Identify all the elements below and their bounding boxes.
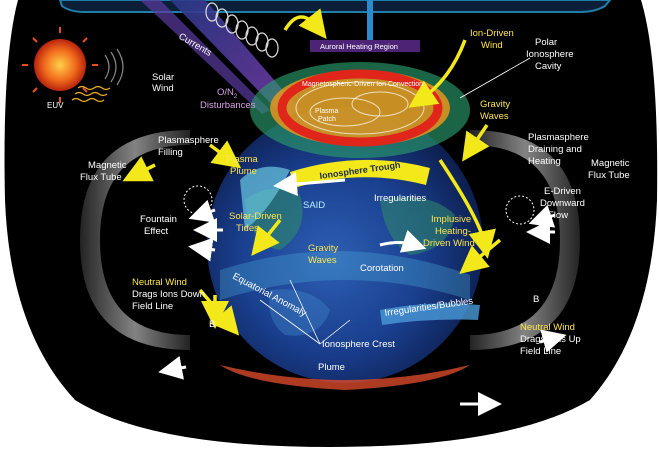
magnetic-flux-tube-right [470, 130, 580, 350]
label-plasma-patch-2: Patch [318, 116, 336, 123]
label-o-n2-1: O/N2 [217, 87, 238, 100]
sun-icon [22, 27, 98, 103]
label-plume: Plume [318, 362, 345, 373]
label-ion-driven-wind-1: Ion-Driven [470, 28, 514, 39]
label-b-left: B [209, 319, 215, 330]
flux-dotted-circles [183, 185, 535, 225]
top-blue-beam [367, 0, 373, 40]
solar-wind-arcs [104, 48, 124, 86]
auroral-heating-banner [310, 40, 420, 52]
label-plasma-patch-1: Plasma [315, 108, 338, 115]
label-solar-wind-1: Solar [152, 72, 174, 83]
label-solar-driven-tides-1: Solar-Driven [229, 211, 282, 222]
label-plasma-plume-2: Plume [230, 166, 257, 177]
label-magnetic-flux-left-2: Flux Tube [80, 172, 122, 183]
label-plasma-plume-1: Plasma [226, 154, 258, 165]
label-gravity-waves-top-2: Waves [480, 111, 509, 122]
label-neutral-wind-right-1: Neutral Wind [520, 322, 575, 333]
label-magnetic-flux-left-1: Magnetic [88, 160, 127, 171]
ionosphere-trough-band [290, 159, 430, 188]
label-euv: EUV [47, 101, 64, 110]
label-corotation: Corotation [360, 263, 404, 274]
label-polar-cavity-1: Polar [535, 37, 557, 48]
spring-coil-icon [205, 2, 279, 58]
leader-lines [259, 57, 531, 345]
label-ion-driven-wind-2: Wind [481, 40, 503, 51]
label-plasmasphere-draining-3: Heating [528, 156, 561, 167]
label-plasmasphere-filling-2: Filling [158, 147, 183, 158]
label-neutral-wind-left-2: Drags Ions Down [132, 289, 205, 300]
label-irregularities: Irregularities [374, 193, 427, 204]
label-said: SAID [303, 200, 325, 211]
yellow-arrows [122, 8, 502, 336]
currents-beam-2 [140, 0, 270, 114]
label-gravity-waves-mid-2: Waves [308, 255, 337, 266]
label-solar-driven-tides-2: Tides [236, 223, 259, 234]
label-implusive-1: Implusive [431, 214, 471, 225]
label-fountain-2: Effect [144, 226, 168, 237]
label-neutral-wind-left-3: Field Line [132, 301, 173, 312]
label-e-driven-2: Downward [540, 198, 585, 209]
label-solar-wind-2: Wind [152, 83, 174, 94]
label-ionosphere-crest: Ionosphere Crest [322, 339, 395, 350]
euv-waves [71, 85, 111, 103]
label-e-driven-3: Flow [548, 210, 568, 221]
label-fountain-1: Fountain [140, 214, 177, 225]
label-o-n2-2: Disturbances [200, 100, 256, 111]
label-magnetic-flux-right-1: Magnetic [591, 158, 630, 169]
label-b-right: B [533, 294, 539, 305]
irregularities-bubbles-band [380, 303, 480, 325]
magnetic-flux-tube-left [80, 130, 190, 350]
label-implusive-3: Driven Wind [423, 238, 475, 249]
label-mag-driven-ion: Magnetospheric-Driven Ion Convection [302, 81, 423, 88]
label-gravity-waves-mid-1: Gravity [308, 243, 338, 254]
auroral-ring [277, 69, 443, 147]
label-plasmasphere-filling-1: Plasmasphere [158, 135, 219, 146]
label-magnetic-flux-right-2: Flux Tube [588, 170, 630, 181]
label-gravity-waves-top-1: Gravity [480, 99, 510, 110]
label-neutral-wind-right-2: Drags Ions Up [520, 334, 581, 345]
label-implusive-2: Heating- [435, 226, 471, 237]
label-plasmasphere-draining-2: Draining and [528, 144, 582, 155]
label-e-driven-1: E-Driven [544, 186, 581, 197]
label-neutral-wind-left-1: Neutral Wind [132, 277, 187, 288]
label-neutral-wind-right-3: Field Line [520, 346, 561, 357]
label-polar-cavity-3: Cavity [535, 61, 562, 72]
label-polar-cavity-2: Ionosphere [526, 49, 574, 60]
label-plasmasphere-draining-1: Plasmasphere [528, 132, 589, 143]
white-arrows [158, 172, 567, 416]
label-auroral-heating: Auroral Heating Region [320, 42, 398, 51]
